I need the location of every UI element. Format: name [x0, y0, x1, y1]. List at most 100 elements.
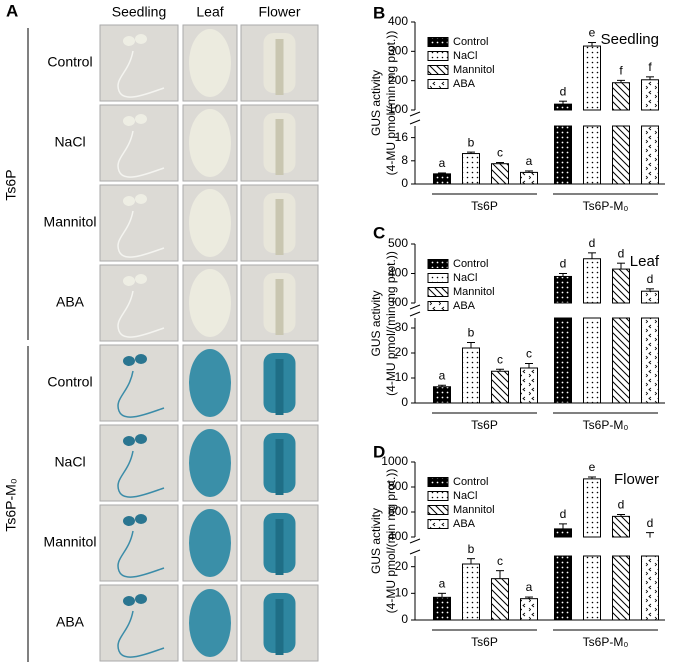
bar — [554, 125, 572, 185]
y-tick-label: 30 — [395, 320, 409, 334]
x-tick-label: Ts6P — [471, 418, 498, 432]
y-tick-label: 800 — [388, 479, 408, 493]
bar — [433, 386, 451, 404]
y-tick-label: 10 — [395, 370, 409, 384]
flower-stem — [275, 199, 284, 255]
bar — [583, 125, 601, 185]
legend-label: Mannitol — [453, 286, 495, 298]
flower-stem — [275, 599, 284, 655]
bar — [612, 555, 630, 621]
flower-stem — [275, 39, 284, 95]
significance-letter: c — [497, 146, 503, 160]
seedling-root — [117, 130, 165, 178]
y-tick-label: 0 — [401, 176, 408, 190]
seedling-root — [117, 290, 165, 338]
seedling-root — [117, 450, 165, 498]
significance-letter: d — [560, 84, 567, 98]
row-label: Control — [47, 374, 92, 390]
axis-break — [409, 549, 421, 555]
significance-letter: a — [439, 577, 446, 591]
legend-swatch — [427, 491, 449, 501]
cotyledon — [135, 354, 147, 364]
significance-letter: a — [439, 156, 446, 170]
bar — [641, 125, 659, 185]
y-tick-label: 100 — [388, 102, 408, 116]
y-axis-label: GUS activity — [369, 290, 383, 356]
leaf — [189, 349, 231, 417]
leaf — [189, 429, 231, 497]
bar — [491, 578, 509, 621]
significance-letter: e — [589, 460, 596, 474]
y-tick-label: 0 — [401, 395, 408, 409]
legend-label: NaCl — [453, 50, 477, 62]
row-label: NaCl — [54, 134, 85, 150]
cotyledon — [123, 596, 135, 606]
cotyledon — [123, 356, 135, 366]
cotyledon — [135, 274, 147, 284]
significance-letter: b — [468, 326, 475, 340]
y-tick-label: 16 — [395, 130, 409, 144]
y-tick-label: 20 — [395, 559, 409, 573]
legend-label: Control — [453, 476, 488, 488]
bar — [462, 563, 480, 621]
bar — [612, 82, 630, 111]
cotyledon — [123, 276, 135, 286]
significance-letter: c — [497, 352, 503, 366]
cotyledon — [135, 194, 147, 204]
cotyledon — [123, 516, 135, 526]
bar — [554, 555, 572, 621]
bar — [520, 598, 538, 621]
column-header: Flower — [258, 4, 300, 20]
bar — [433, 596, 451, 621]
bar — [583, 317, 601, 404]
y-tick-label: 300 — [388, 295, 408, 309]
legend-label: Mannitol — [453, 504, 495, 516]
y-axis-label: (4-MU pmol/(min mg prot.)) — [384, 31, 398, 176]
y-tick-label: 200 — [388, 73, 408, 87]
legend-label: Control — [453, 258, 488, 270]
bar — [554, 317, 572, 404]
legend-swatch — [427, 65, 449, 75]
bar — [641, 290, 659, 304]
bar — [520, 367, 538, 404]
significance-letter: b — [468, 542, 475, 556]
legend-label: NaCl — [453, 490, 477, 502]
photo — [99, 424, 179, 502]
y-tick-label: 1000 — [381, 454, 408, 468]
bar — [641, 317, 659, 404]
y-tick-label: 10 — [395, 586, 409, 600]
bar — [554, 103, 572, 111]
legend-swatch — [427, 301, 449, 311]
cotyledon — [135, 594, 147, 604]
panel-label: C — [373, 223, 385, 242]
y-tick-label: 600 — [388, 504, 408, 518]
panel-label: A — [6, 1, 18, 20]
axis-break — [409, 538, 421, 544]
cotyledon — [135, 114, 147, 124]
seedling-root — [117, 370, 165, 418]
cotyledon — [135, 34, 147, 44]
flower-stem — [275, 359, 284, 415]
bar — [641, 79, 659, 111]
bar — [583, 478, 601, 538]
cotyledon — [123, 36, 135, 46]
axis-break — [409, 304, 421, 310]
legend-swatch — [427, 505, 449, 515]
bar — [583, 45, 601, 111]
leaf — [189, 269, 231, 337]
legend-swatch — [427, 259, 449, 269]
axis-break — [409, 119, 421, 125]
significance-letter: c — [526, 347, 532, 361]
y-axis-label: (4-MU pmol/(min mg prot.)) — [384, 251, 398, 396]
leaf — [189, 109, 231, 177]
significance-letter: d — [589, 236, 596, 250]
group-label: Ts6P-M₀ — [3, 478, 19, 531]
bar — [583, 555, 601, 621]
flower-stem — [275, 439, 284, 495]
significance-letter: a — [439, 368, 446, 382]
legend-swatch — [427, 51, 449, 61]
significance-letter: c — [497, 554, 503, 568]
bar — [433, 173, 451, 185]
legend-label: ABA — [453, 300, 476, 312]
legend-swatch — [427, 273, 449, 283]
